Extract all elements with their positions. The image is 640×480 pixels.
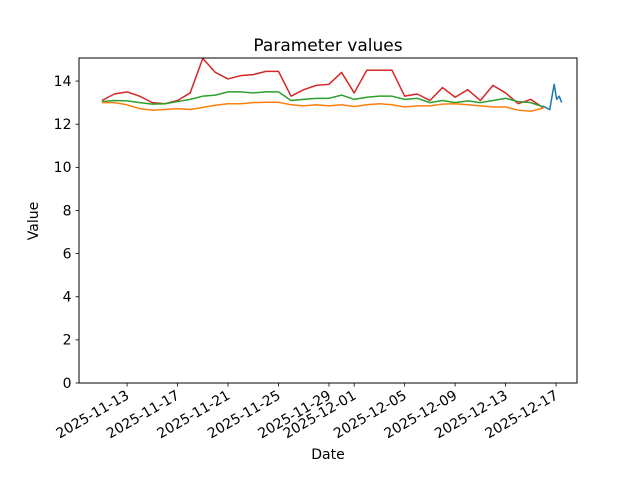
chart-title: Parameter values (253, 36, 402, 56)
x-axis-label: Date (311, 447, 344, 463)
y-tick-label: 6 (63, 246, 72, 262)
series-green-line (101, 91, 544, 108)
y-tick-label: 12 (54, 117, 72, 133)
y-tick-label: 2 (63, 333, 72, 349)
y-tick-label: 8 (63, 203, 72, 219)
y-tick-label: 0 (63, 376, 72, 392)
y-tick-label: 4 (63, 290, 72, 306)
plot-area: 024681012142025-11-132025-11-172025-11-2… (54, 57, 578, 442)
series-blue-line (542, 83, 563, 111)
series-red-line (101, 57, 544, 109)
y-tick-label: 14 (54, 74, 72, 90)
y-axis-label: Value (26, 202, 42, 240)
series-orange-line (101, 101, 544, 113)
y-tick-label: 10 (54, 160, 72, 176)
axes-frame (78, 57, 578, 384)
